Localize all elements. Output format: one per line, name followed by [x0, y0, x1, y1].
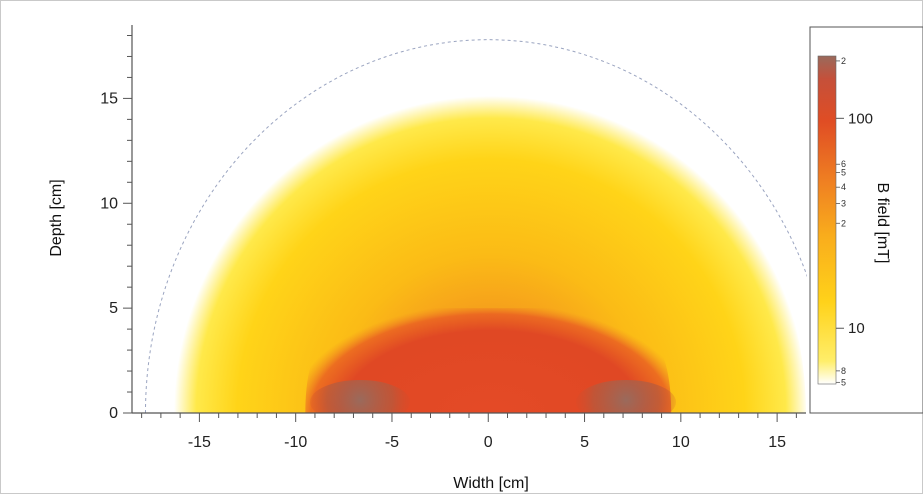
- x-tick-label: 15: [768, 434, 786, 451]
- colorbar-tick-label: 100: [848, 110, 873, 127]
- colorbar-minor-label: 3: [841, 199, 846, 209]
- colorbar-title: B field [mT]: [874, 183, 891, 264]
- y-axis-ticks: 0 5 10 15: [100, 34, 132, 422]
- colorbar-minor-label: 4: [841, 182, 846, 192]
- field-region-core: [305, 308, 672, 413]
- colorbar-minor-label: 2: [841, 218, 846, 228]
- colorbar-gradient: [817, 55, 837, 385]
- x-tick-label: 5: [580, 434, 589, 451]
- field-region-outer: [170, 67, 806, 413]
- x-tick-label: 0: [484, 434, 493, 451]
- coil-left-hotspot: [310, 380, 410, 413]
- x-tick-label: 10: [672, 434, 690, 451]
- y-tick-label: 0: [109, 405, 118, 422]
- colorbar-minor-label: 8: [841, 366, 846, 376]
- y-tick-label: 15: [100, 90, 118, 107]
- colorbar-minor-label: 2: [841, 56, 846, 66]
- coil-right-hotspot: [576, 380, 676, 413]
- colorbar-minor-label: 5: [841, 377, 846, 387]
- x-tick-label: -5: [385, 434, 399, 451]
- colorbar-minor-label: 5: [841, 167, 846, 177]
- y-tick-label: 5: [109, 300, 118, 317]
- x-axis-ticks: -15 -10 -5 0 5 10 15: [141, 413, 797, 451]
- y-axis-title: Depth [cm]: [48, 179, 65, 256]
- x-axis-title: Width [cm]: [453, 475, 529, 492]
- y-tick-label: 10: [100, 195, 118, 212]
- x-tick-label: -15: [188, 434, 211, 451]
- colorbar-tick-label: 10: [848, 320, 865, 337]
- x-tick-label: -10: [284, 434, 307, 451]
- colorbar-minor-label: 6: [841, 159, 846, 169]
